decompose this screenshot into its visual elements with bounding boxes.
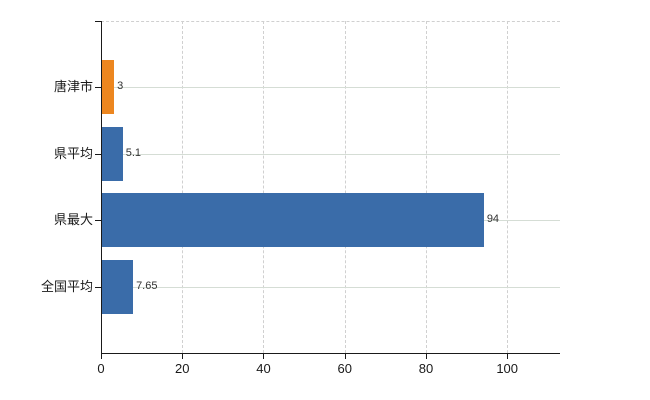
gridline-vertical xyxy=(507,21,509,353)
bar-value-label: 3 xyxy=(117,80,124,93)
category-label: 唐津市 xyxy=(53,79,93,95)
y-axis-tick xyxy=(95,220,101,222)
bar xyxy=(102,60,115,115)
gridline-vertical xyxy=(182,21,184,353)
x-tick-label: 80 xyxy=(418,361,434,376)
x-axis-tick xyxy=(182,353,184,359)
y-axis-tick xyxy=(95,87,101,89)
y-axis-tick xyxy=(95,153,101,155)
bar xyxy=(102,193,484,248)
y-axis-line xyxy=(101,21,102,353)
bar xyxy=(102,126,123,181)
x-axis-tick xyxy=(507,353,509,359)
gridline-vertical xyxy=(425,21,427,353)
plot-top-gridline xyxy=(101,21,560,22)
x-axis-tick xyxy=(263,353,265,359)
x-tick-label: 20 xyxy=(175,361,190,376)
x-axis-tick xyxy=(101,353,102,359)
y-axis-top-tick xyxy=(95,21,101,22)
x-tick-label: 100 xyxy=(496,361,519,376)
category-gridline xyxy=(102,87,560,89)
x-axis-tick xyxy=(425,353,427,359)
x-axis-tick xyxy=(344,353,346,359)
bar xyxy=(102,259,134,314)
y-axis-tick xyxy=(95,286,101,288)
x-tick-label: 60 xyxy=(337,361,352,376)
x-axis-line xyxy=(101,353,560,354)
category-gridline xyxy=(102,153,560,155)
bar-value-label: 7.65 xyxy=(136,279,158,292)
x-tick-label: 0 xyxy=(97,361,105,376)
category-label: 全国平均 xyxy=(40,278,93,294)
gridline-vertical xyxy=(263,21,265,353)
bar-value-label: 94 xyxy=(486,213,500,226)
bar-value-label: 5.1 xyxy=(125,146,141,159)
x-tick-label: 40 xyxy=(256,361,271,376)
category-label: 県最大 xyxy=(53,212,93,228)
category-label: 県平均 xyxy=(53,145,93,161)
gridline-vertical xyxy=(344,21,346,353)
category-gridline xyxy=(102,286,560,288)
